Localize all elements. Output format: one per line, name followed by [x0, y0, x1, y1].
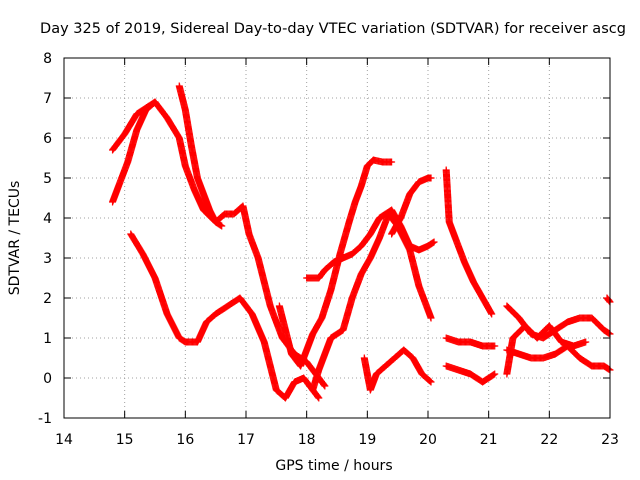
series-12 [442, 362, 499, 386]
data-point [149, 99, 157, 107]
data-point [427, 174, 435, 182]
x-tick-label: 17 [237, 432, 255, 448]
x-tick-label: 18 [298, 432, 316, 448]
data-point [582, 338, 590, 346]
y-tick-label: 3 [43, 251, 52, 267]
series-15 [503, 322, 590, 378]
data-point [315, 394, 323, 402]
y-tick-label: 7 [43, 91, 52, 107]
data-point [321, 382, 329, 390]
x-tick-label: 20 [419, 432, 437, 448]
series-8 [388, 174, 435, 238]
data-point [151, 98, 159, 106]
x-tick-label: 23 [601, 432, 619, 448]
data-point [427, 378, 435, 386]
x-tick-label: 21 [480, 432, 498, 448]
series-1 [109, 98, 329, 390]
data-point [488, 310, 496, 318]
data-points [109, 82, 614, 402]
x-tick-label: 16 [176, 432, 194, 448]
chart-title: Day 325 of 2019, Sidereal Day-to-day VTE… [40, 21, 626, 37]
x-tick-label: 14 [55, 432, 73, 448]
x-tick-label: 15 [116, 432, 134, 448]
y-tick-label: 6 [43, 131, 52, 147]
y-tick-label: 4 [43, 211, 52, 227]
x-axis-label: GPS time / hours [275, 458, 392, 474]
plot-frame [63, 57, 611, 419]
data-point [425, 377, 433, 385]
y-tick-label: 2 [43, 291, 52, 307]
y-tick-label: 5 [43, 171, 52, 187]
data-point [150, 99, 158, 107]
data-point [491, 342, 499, 350]
series-10 [442, 166, 496, 318]
x-tick-label: 22 [540, 432, 558, 448]
series-2 [109, 98, 159, 206]
series-5 [275, 156, 396, 370]
series-9 [360, 346, 435, 394]
data-point [314, 393, 322, 401]
series-14 [503, 342, 614, 374]
x-tick-label: 19 [358, 432, 376, 448]
data-point [426, 377, 434, 385]
y-tick-label: 8 [43, 51, 52, 67]
data-point [430, 238, 438, 246]
data-point [491, 370, 499, 378]
data-point [605, 297, 613, 305]
y-tick-label: 1 [43, 331, 52, 347]
series-11 [442, 334, 499, 350]
data-point [605, 296, 613, 304]
series-16 [603, 294, 614, 306]
data-point [218, 222, 226, 230]
data-point [388, 158, 396, 166]
data-point [320, 381, 328, 389]
series-3 [175, 82, 226, 230]
series-4 [127, 230, 323, 402]
y-tick-label: 0 [43, 371, 52, 387]
data-point [490, 371, 498, 379]
y-axis-label: SDTVAR / TECUs [7, 181, 23, 296]
data-point [427, 314, 435, 322]
y-tick-label: -1 [38, 411, 52, 427]
